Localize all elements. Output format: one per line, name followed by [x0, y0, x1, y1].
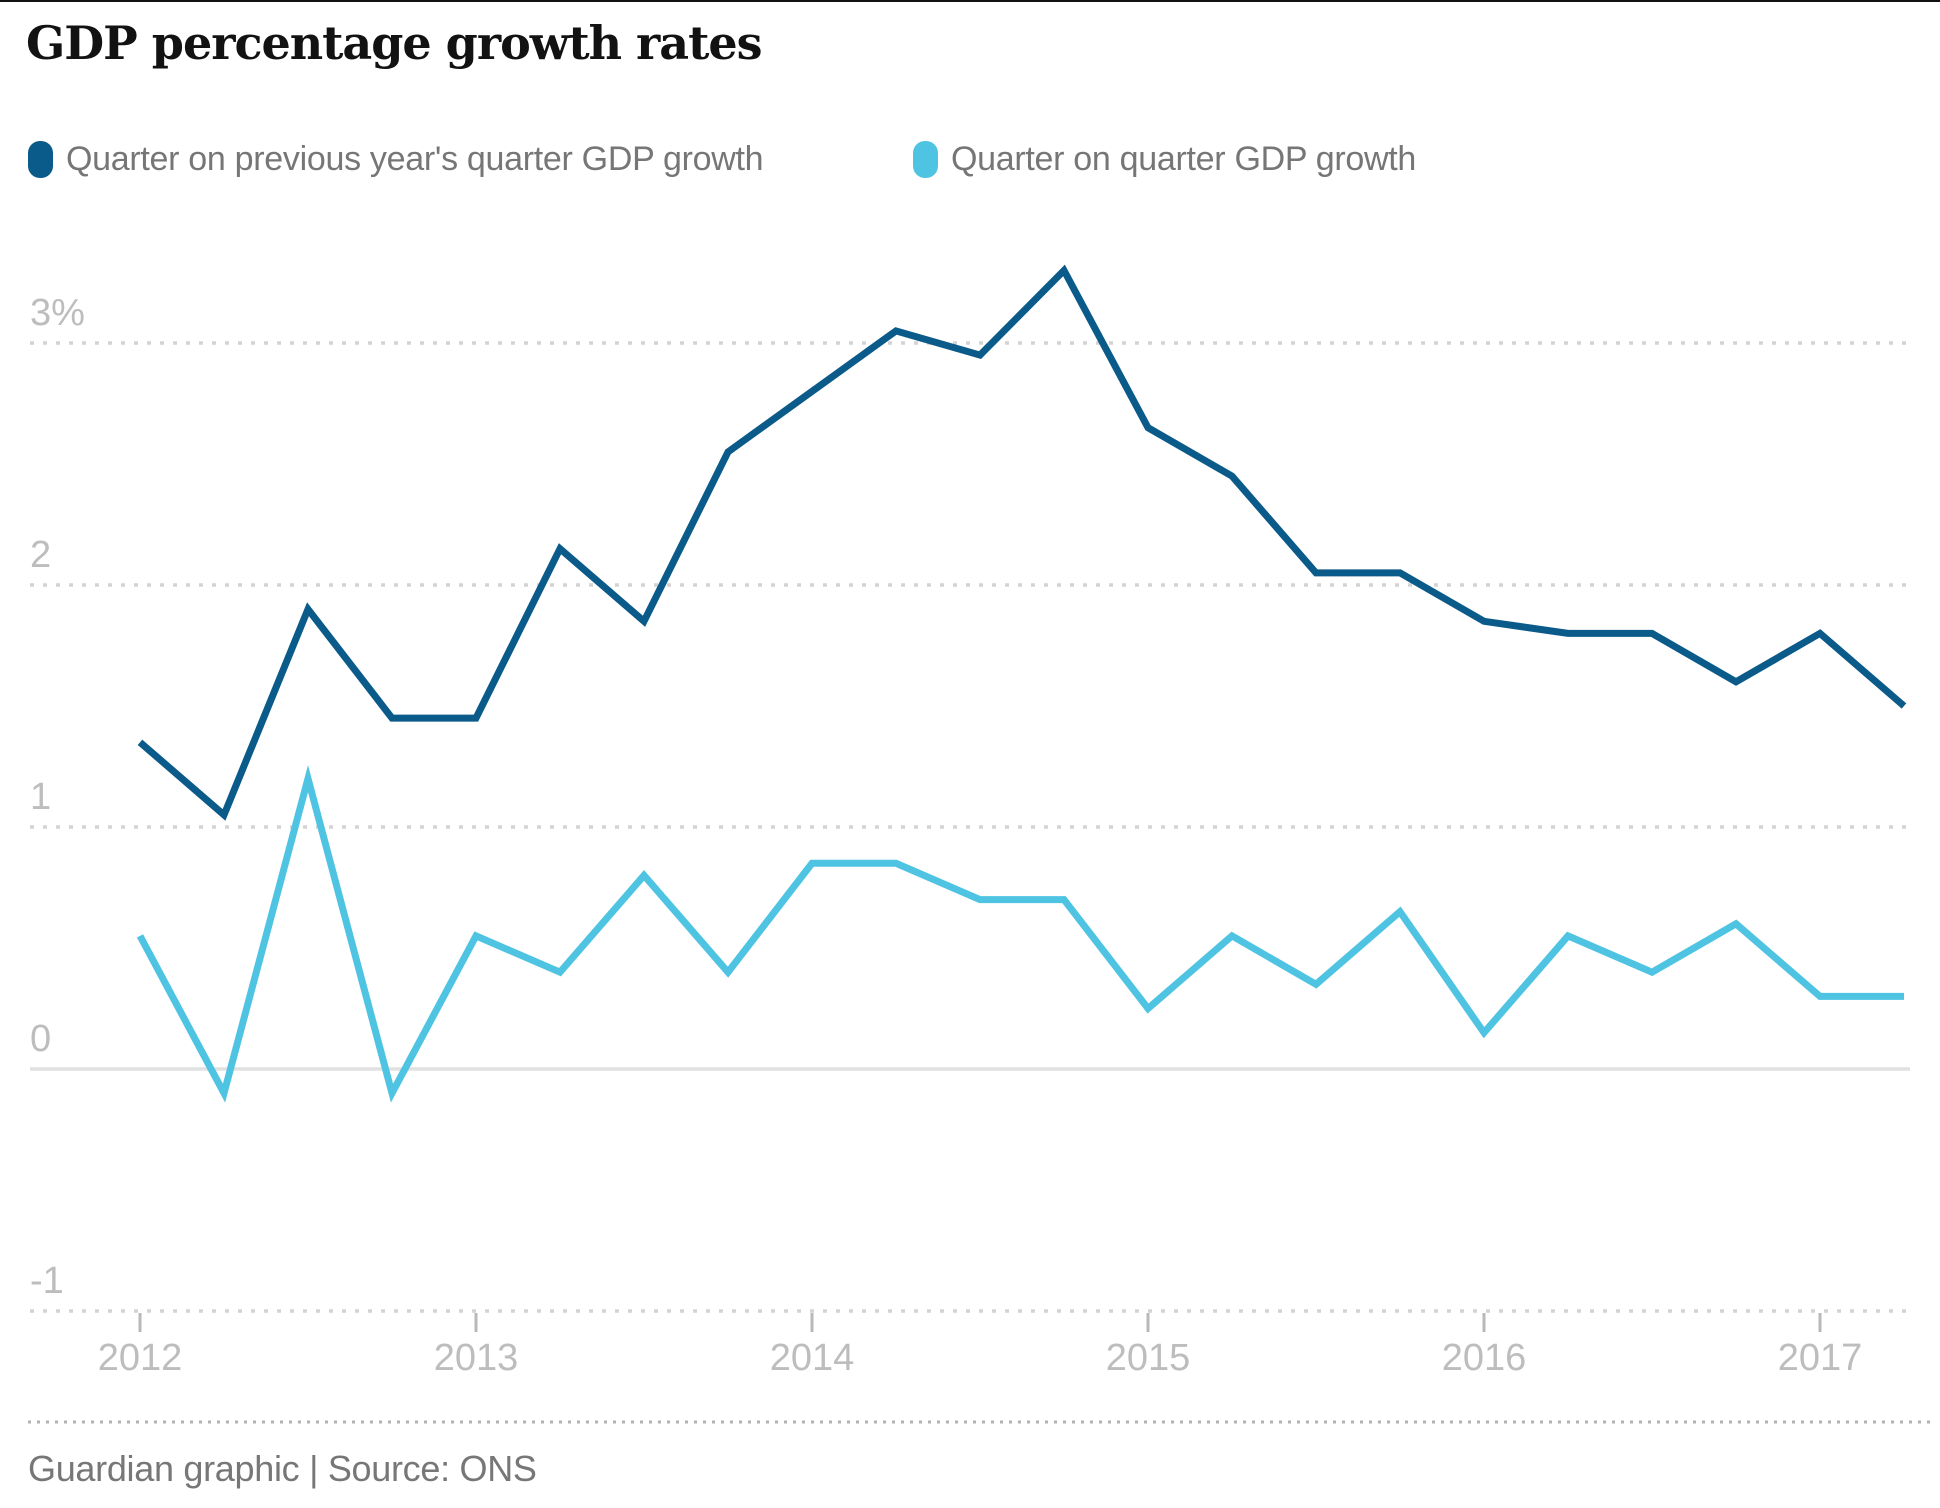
series-qoq-line: [136, 765, 1904, 1103]
x-axis-label-2012: 2012: [98, 1337, 183, 1379]
x-axis-label-2014: 2014: [770, 1337, 855, 1379]
top-border-rule: [0, 0, 1940, 2]
y-axis-label-3pct: 3%: [30, 292, 85, 334]
chart-legend: Quarter on previous year's quarter GDP g…: [0, 140, 1940, 184]
legend-swatch-qoq: [913, 141, 938, 178]
series-yoy-line: [137, 264, 1907, 821]
legend-label-qoq: Quarter on quarter GDP growth: [951, 140, 1417, 178]
legend-item-yoy: Quarter on previous year's quarter GDP g…: [28, 140, 764, 179]
x-axis-label-2015: 2015: [1106, 1337, 1191, 1379]
x-axis-label-2017: 2017: [1778, 1337, 1863, 1379]
page-title: GDP percentage growth rates: [26, 16, 763, 70]
y-axis-label--1: -1: [30, 1260, 64, 1302]
y-axis-label-0: 0: [30, 1018, 51, 1060]
legend-swatch-yoy: [28, 141, 53, 178]
legend-label-yoy: Quarter on previous year's quarter GDP g…: [66, 140, 764, 178]
x-axis-label-2016: 2016: [1442, 1337, 1527, 1379]
y-axis-label-1: 1: [30, 776, 51, 818]
legend-item-qoq: Quarter on quarter GDP growth: [913, 140, 1416, 179]
y-axis-label-2: 2: [30, 534, 51, 576]
source-attribution: Guardian graphic | Source: ONS: [28, 1448, 537, 1489]
x-axis-label-2013: 2013: [434, 1337, 519, 1379]
